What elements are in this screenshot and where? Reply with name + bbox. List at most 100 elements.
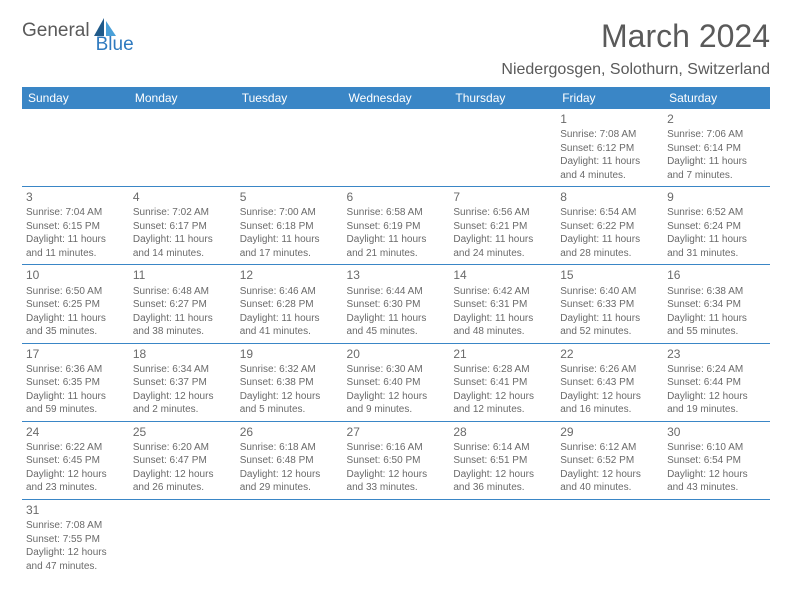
day-info-line: and 41 minutes. xyxy=(240,325,339,339)
day-info-line: Daylight: 11 hours xyxy=(667,233,766,247)
day-number: 22 xyxy=(560,346,659,362)
day-info-line: Sunrise: 7:08 AM xyxy=(26,519,125,533)
calendar-day-cell: 4Sunrise: 7:02 AMSunset: 6:17 PMDaylight… xyxy=(129,187,236,265)
day-number: 12 xyxy=(240,267,339,283)
day-info-line: Daylight: 12 hours xyxy=(560,390,659,404)
day-info-line: Sunrise: 6:44 AM xyxy=(347,285,446,299)
day-info-line: and 38 minutes. xyxy=(133,325,232,339)
day-info-line: Daylight: 11 hours xyxy=(26,233,125,247)
day-info-line: and 4 minutes. xyxy=(560,169,659,183)
day-info-line: and 14 minutes. xyxy=(133,247,232,261)
calendar-empty-cell xyxy=(22,109,129,187)
day-info-line: and 23 minutes. xyxy=(26,481,125,495)
day-info-line: and 24 minutes. xyxy=(453,247,552,261)
day-info-line: Sunset: 6:27 PM xyxy=(133,298,232,312)
day-info-line: Sunrise: 6:10 AM xyxy=(667,441,766,455)
calendar-day-cell: 7Sunrise: 6:56 AMSunset: 6:21 PMDaylight… xyxy=(449,187,556,265)
day-info-line: Sunset: 6:50 PM xyxy=(347,454,446,468)
day-info-line: Sunrise: 6:32 AM xyxy=(240,363,339,377)
day-info-line: Sunset: 6:15 PM xyxy=(26,220,125,234)
day-info-line: Sunset: 6:17 PM xyxy=(133,220,232,234)
calendar-day-cell: 18Sunrise: 6:34 AMSunset: 6:37 PMDayligh… xyxy=(129,343,236,421)
calendar-week-row: 1Sunrise: 7:08 AMSunset: 6:12 PMDaylight… xyxy=(22,109,770,187)
day-info-line: Daylight: 12 hours xyxy=(453,390,552,404)
day-number: 17 xyxy=(26,346,125,362)
day-number: 8 xyxy=(560,189,659,205)
day-info-line: Sunrise: 6:20 AM xyxy=(133,441,232,455)
calendar-day-cell: 31Sunrise: 7:08 AMSunset: 7:55 PMDayligh… xyxy=(22,499,129,577)
day-info-line: and 19 minutes. xyxy=(667,403,766,417)
day-info-line: Sunset: 6:30 PM xyxy=(347,298,446,312)
calendar-day-cell: 21Sunrise: 6:28 AMSunset: 6:41 PMDayligh… xyxy=(449,343,556,421)
calendar-day-cell: 13Sunrise: 6:44 AMSunset: 6:30 PMDayligh… xyxy=(343,265,450,343)
day-info-line: Daylight: 11 hours xyxy=(347,233,446,247)
day-info-line: Sunset: 6:12 PM xyxy=(560,142,659,156)
day-info-line: Sunset: 6:18 PM xyxy=(240,220,339,234)
day-info-line: Sunset: 6:40 PM xyxy=(347,376,446,390)
calendar-day-cell: 28Sunrise: 6:14 AMSunset: 6:51 PMDayligh… xyxy=(449,421,556,499)
calendar-week-row: 17Sunrise: 6:36 AMSunset: 6:35 PMDayligh… xyxy=(22,343,770,421)
weekday-header: Wednesday xyxy=(343,87,450,109)
day-number: 20 xyxy=(347,346,446,362)
day-info-line: and 33 minutes. xyxy=(347,481,446,495)
day-info-line: and 5 minutes. xyxy=(240,403,339,417)
day-info-line: Sunrise: 6:24 AM xyxy=(667,363,766,377)
day-info-line: Daylight: 12 hours xyxy=(133,390,232,404)
day-number: 25 xyxy=(133,424,232,440)
day-info-line: Daylight: 11 hours xyxy=(26,390,125,404)
day-info-line: Sunrise: 6:26 AM xyxy=(560,363,659,377)
day-info-line: Sunset: 6:45 PM xyxy=(26,454,125,468)
calendar-day-cell: 24Sunrise: 6:22 AMSunset: 6:45 PMDayligh… xyxy=(22,421,129,499)
calendar-day-cell: 8Sunrise: 6:54 AMSunset: 6:22 PMDaylight… xyxy=(556,187,663,265)
day-info-line: and 48 minutes. xyxy=(453,325,552,339)
day-info-line: and 11 minutes. xyxy=(26,247,125,261)
weekday-header-row: SundayMondayTuesdayWednesdayThursdayFrid… xyxy=(22,87,770,109)
day-number: 31 xyxy=(26,502,125,518)
logo-word-1: General xyxy=(22,20,90,42)
day-info-line: Sunrise: 6:58 AM xyxy=(347,206,446,220)
calendar-empty-cell xyxy=(236,109,343,187)
day-info-line: Sunrise: 6:16 AM xyxy=(347,441,446,455)
day-info-line: Sunset: 7:55 PM xyxy=(26,533,125,547)
day-info-line: Sunset: 6:47 PM xyxy=(133,454,232,468)
calendar-day-cell: 29Sunrise: 6:12 AMSunset: 6:52 PMDayligh… xyxy=(556,421,663,499)
day-info-line: Sunset: 6:24 PM xyxy=(667,220,766,234)
logo: General Blue xyxy=(22,18,134,43)
day-number: 16 xyxy=(667,267,766,283)
calendar-week-row: 3Sunrise: 7:04 AMSunset: 6:15 PMDaylight… xyxy=(22,187,770,265)
day-number: 29 xyxy=(560,424,659,440)
calendar-day-cell: 6Sunrise: 6:58 AMSunset: 6:19 PMDaylight… xyxy=(343,187,450,265)
day-info-line: Sunrise: 7:04 AM xyxy=(26,206,125,220)
day-info-line: Sunset: 6:21 PM xyxy=(453,220,552,234)
day-number: 7 xyxy=(453,189,552,205)
day-info-line: Sunset: 6:31 PM xyxy=(453,298,552,312)
day-info-line: Sunrise: 6:42 AM xyxy=(453,285,552,299)
day-info-line: Daylight: 11 hours xyxy=(560,233,659,247)
day-info-line: and 9 minutes. xyxy=(347,403,446,417)
day-info-line: and 43 minutes. xyxy=(667,481,766,495)
day-number: 1 xyxy=(560,111,659,127)
page-header: General Blue March 2024 Niedergosgen, So… xyxy=(22,18,770,79)
day-info-line: Sunrise: 6:40 AM xyxy=(560,285,659,299)
day-info-line: and 31 minutes. xyxy=(667,247,766,261)
calendar-empty-cell xyxy=(343,499,450,577)
day-info-line: Sunset: 6:51 PM xyxy=(453,454,552,468)
day-info-line: Sunrise: 7:08 AM xyxy=(560,128,659,142)
day-info-line: Daylight: 12 hours xyxy=(347,390,446,404)
calendar-day-cell: 20Sunrise: 6:30 AMSunset: 6:40 PMDayligh… xyxy=(343,343,450,421)
day-info-line: Sunrise: 6:36 AM xyxy=(26,363,125,377)
day-info-line: Sunset: 6:33 PM xyxy=(560,298,659,312)
calendar-day-cell: 5Sunrise: 7:00 AMSunset: 6:18 PMDaylight… xyxy=(236,187,343,265)
day-info-line: Daylight: 12 hours xyxy=(26,546,125,560)
month-title: March 2024 xyxy=(501,18,770,55)
calendar-empty-cell xyxy=(449,499,556,577)
day-number: 11 xyxy=(133,267,232,283)
day-info-line: Daylight: 11 hours xyxy=(133,312,232,326)
day-info-line: and 26 minutes. xyxy=(133,481,232,495)
day-info-line: Sunset: 6:25 PM xyxy=(26,298,125,312)
logo-word-2: Blue xyxy=(96,34,134,56)
weekday-header: Saturday xyxy=(663,87,770,109)
calendar-body: 1Sunrise: 7:08 AMSunset: 6:12 PMDaylight… xyxy=(22,109,770,577)
day-info-line: Sunrise: 6:48 AM xyxy=(133,285,232,299)
day-info-line: and 2 minutes. xyxy=(133,403,232,417)
